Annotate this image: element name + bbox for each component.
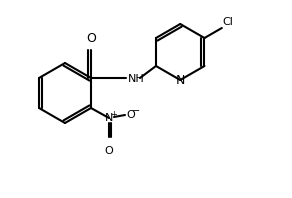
Text: Cl: Cl [223,17,234,27]
Text: NH: NH [128,74,145,84]
Text: N: N [175,73,185,87]
Text: +: + [110,109,117,118]
Text: O: O [86,32,96,45]
Text: −: − [132,106,140,116]
Text: O: O [105,146,113,156]
Text: O: O [127,110,135,120]
Text: N: N [105,113,113,123]
